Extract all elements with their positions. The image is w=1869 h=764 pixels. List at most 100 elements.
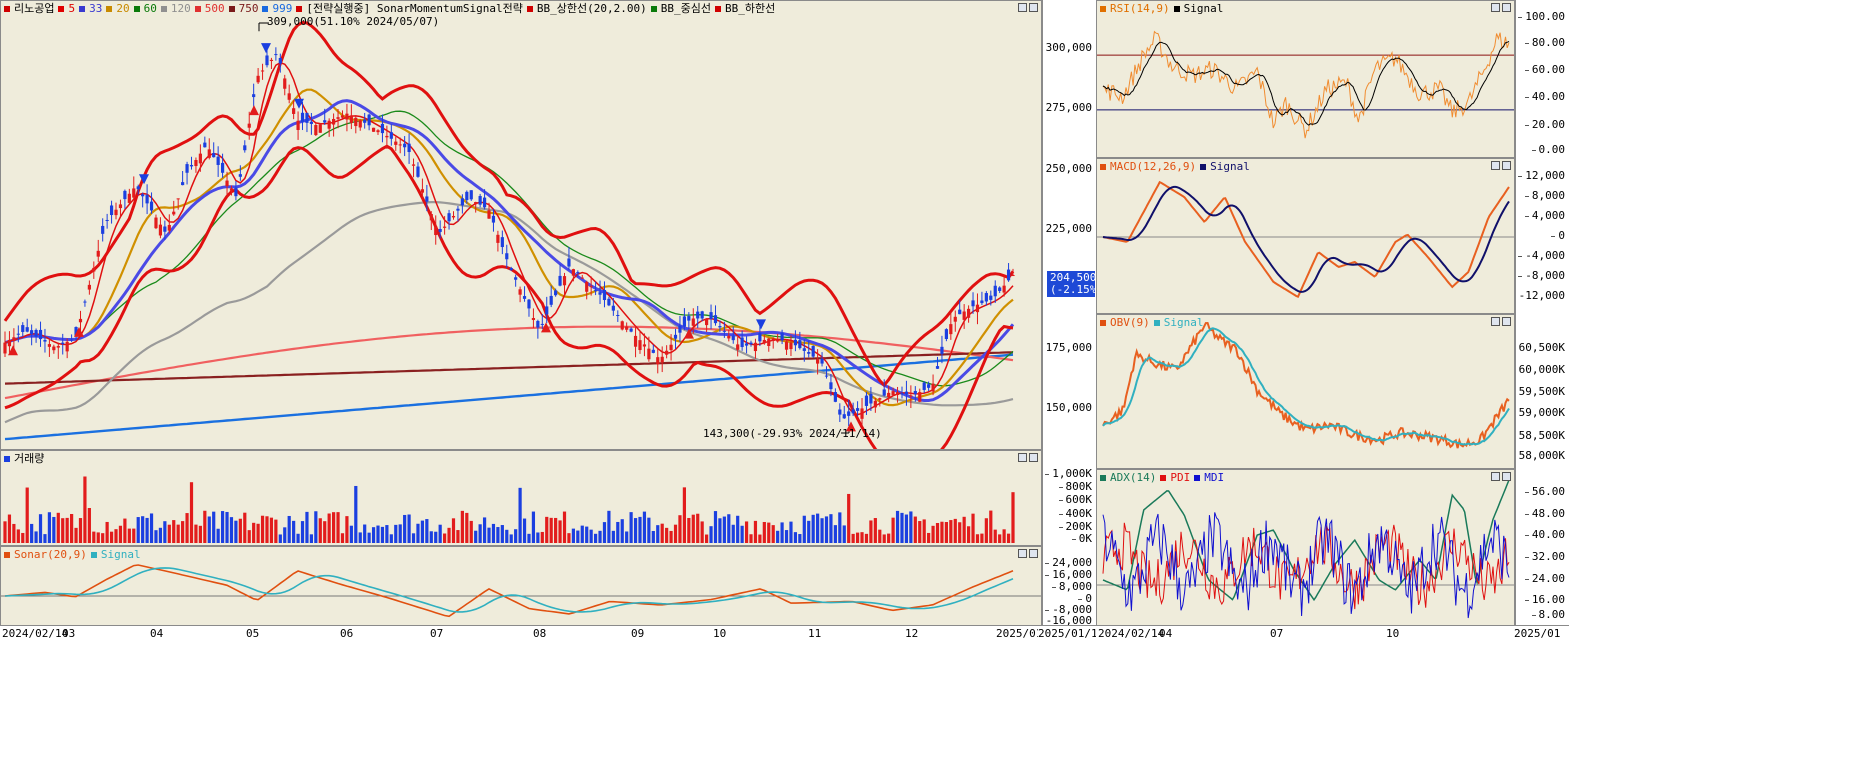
price-legend-item[interactable]: 120 [170,2,191,15]
adx-tick: 32.00 [1524,550,1565,563]
close-pane-icon[interactable] [1029,549,1038,558]
candle-body [860,408,864,419]
close-pane-icon[interactable] [1029,3,1038,12]
obv-legend-item[interactable]: Signal [1163,316,1204,329]
volume-bar [420,520,425,543]
price-y-axis[interactable]: 300,000 275,000 250,000 225,000 175,000 … [1042,0,1096,450]
right-date-axis[interactable]: 2024/02/14 04 07 10 2025/01 [1096,625,1569,640]
obv-y-axis[interactable]: 60,500K 60,000K 59,500K 59,000K 58,500K … [1515,314,1569,469]
candle-body [727,335,731,339]
minimize-pane-icon[interactable] [1491,161,1500,170]
candle-body [816,359,820,364]
close-pane-icon[interactable] [1502,161,1511,170]
price-legend-item[interactable]: 5 [68,2,76,15]
close-pane-icon[interactable] [1502,317,1511,326]
price-legend-item[interactable]: 500 [204,2,225,15]
close-pane-icon[interactable] [1029,453,1038,462]
volume-bar [829,514,833,543]
low-annotation: 143,300(-29.93% 2024/11/14) [703,427,882,440]
price-legend-item[interactable]: 60 [143,2,157,15]
candle-body [65,341,69,352]
macd-legend-item[interactable]: MACD(12,26,9) [1110,160,1197,173]
volume-bar [21,532,25,543]
adx-tick: 24.00 [1524,572,1565,585]
volume-y-axis[interactable]: 1,000K 800K 600K 400K 200K 0K [1042,450,1096,546]
price-legend-item[interactable]: 33 [89,2,103,15]
minimize-pane-icon[interactable] [1491,472,1500,481]
sell-signal-icon [294,98,304,109]
price-legend-item[interactable]: BB_하한선 [724,2,776,15]
minimize-pane-icon[interactable] [1018,3,1027,12]
price-tick: 300,000 [1045,41,1092,54]
price-legend-item[interactable]: 999 [272,2,293,15]
rsi-legend-item[interactable]: Signal [1183,2,1224,15]
volume-bar [305,511,309,543]
candle-body [96,250,100,257]
candle-body [647,348,651,360]
rsi-legend-item[interactable]: RSI(14,9) [1110,2,1170,15]
price-legend-item[interactable]: BB_중심선 [660,2,711,15]
macd-y-axis[interactable]: 12,000 8,000 4,000 0 -4,000 -8,000 -12,0… [1515,158,1569,314]
volume-bar [602,522,607,543]
volume-bar [78,518,83,543]
sonar-pane[interactable]: Sonar(20,9) Signal [0,546,1042,634]
obv-legend-item[interactable]: OBV(9) [1110,316,1150,329]
candle-body [531,317,536,321]
volume-bar [296,533,300,543]
obv-pane[interactable]: OBV(9) Signal [1096,314,1515,469]
volume-bar [425,519,429,543]
price-legend-item[interactable]: BB_상한선(20,2.00) [536,2,647,15]
sonar-legend-swatch [90,552,97,558]
adx-legend-item[interactable]: ADX(14) [1110,471,1157,484]
rsi-y-axis[interactable]: 100.00 80.00 60.00 40.00 20.00 0.00 [1515,0,1569,158]
macd-pane[interactable]: MACD(12,26,9) Signal [1096,158,1515,314]
price-chart-pane[interactable]: 리노공업 5 33 20 60 120 500 750 999 [전략실행중] SonarMome… [0,0,1042,450]
adx-y-axis[interactable]: 56.00 48.00 40.00 32.00 24.00 16.00 8.00 [1515,469,1569,626]
volume-bar [927,532,931,543]
volume-bar [678,515,682,543]
candle-body [238,174,242,177]
volume-bar [314,511,318,543]
volume-bar [403,514,407,543]
candle-body [7,339,12,347]
close-pane-icon[interactable] [1502,3,1511,12]
volume-bar [824,516,829,543]
candle-body [669,344,673,351]
candle-body [931,383,935,392]
volume-bar [407,514,411,543]
price-legend-item[interactable]: [전략실행중] SonarMomentumSignal전략 [306,2,523,15]
close-pane-icon[interactable] [1502,472,1511,481]
price-legend-item[interactable]: 20 [116,2,130,15]
minimize-pane-icon[interactable] [1018,549,1027,558]
price-legend-swatch [58,6,65,12]
volume-pane[interactable]: 거래량 [0,450,1042,546]
volume-bar [998,534,1002,543]
pdi-line [1102,522,1510,610]
candle-body [105,219,109,221]
macd-legend-item[interactable]: Signal [1210,160,1250,173]
minimize-pane-icon[interactable] [1491,3,1500,12]
macd-legend-swatch [1100,164,1106,170]
candle-body [460,198,464,206]
volume-bar [118,525,123,543]
date-axis[interactable]: 2024/02/14 03 04 05 06 07 08 09 10 11 12… [0,625,1105,640]
candle-body [713,315,718,324]
price-legend-item[interactable]: 750 [238,2,259,15]
volume-bar [909,511,913,543]
sonar-legend-item[interactable]: Signal [100,548,141,561]
volume-bar [238,518,242,543]
volume-bar [705,534,709,543]
minimize-pane-icon[interactable] [1018,453,1027,462]
sonar-legend-item[interactable]: Sonar(20,9) [14,548,87,561]
adx-legend-item[interactable]: MDI [1204,471,1225,484]
volume-bar [509,534,513,543]
adx-pane[interactable]: ADX(14) PDI MDI [1096,469,1515,626]
minimize-pane-icon[interactable] [1491,317,1500,326]
price-legend-item[interactable]: 리노공업 [14,2,55,15]
candle-body [855,408,860,411]
adx-legend-item[interactable]: PDI [1170,471,1191,484]
rsi-pane[interactable]: RSI(14,9) Signal [1096,0,1515,158]
candle-body [927,384,931,388]
candle-body [34,329,38,337]
sonar-y-axis[interactable]: 24,000 16,000 8,000 0 -8,000 -16,000 [1042,546,1096,634]
